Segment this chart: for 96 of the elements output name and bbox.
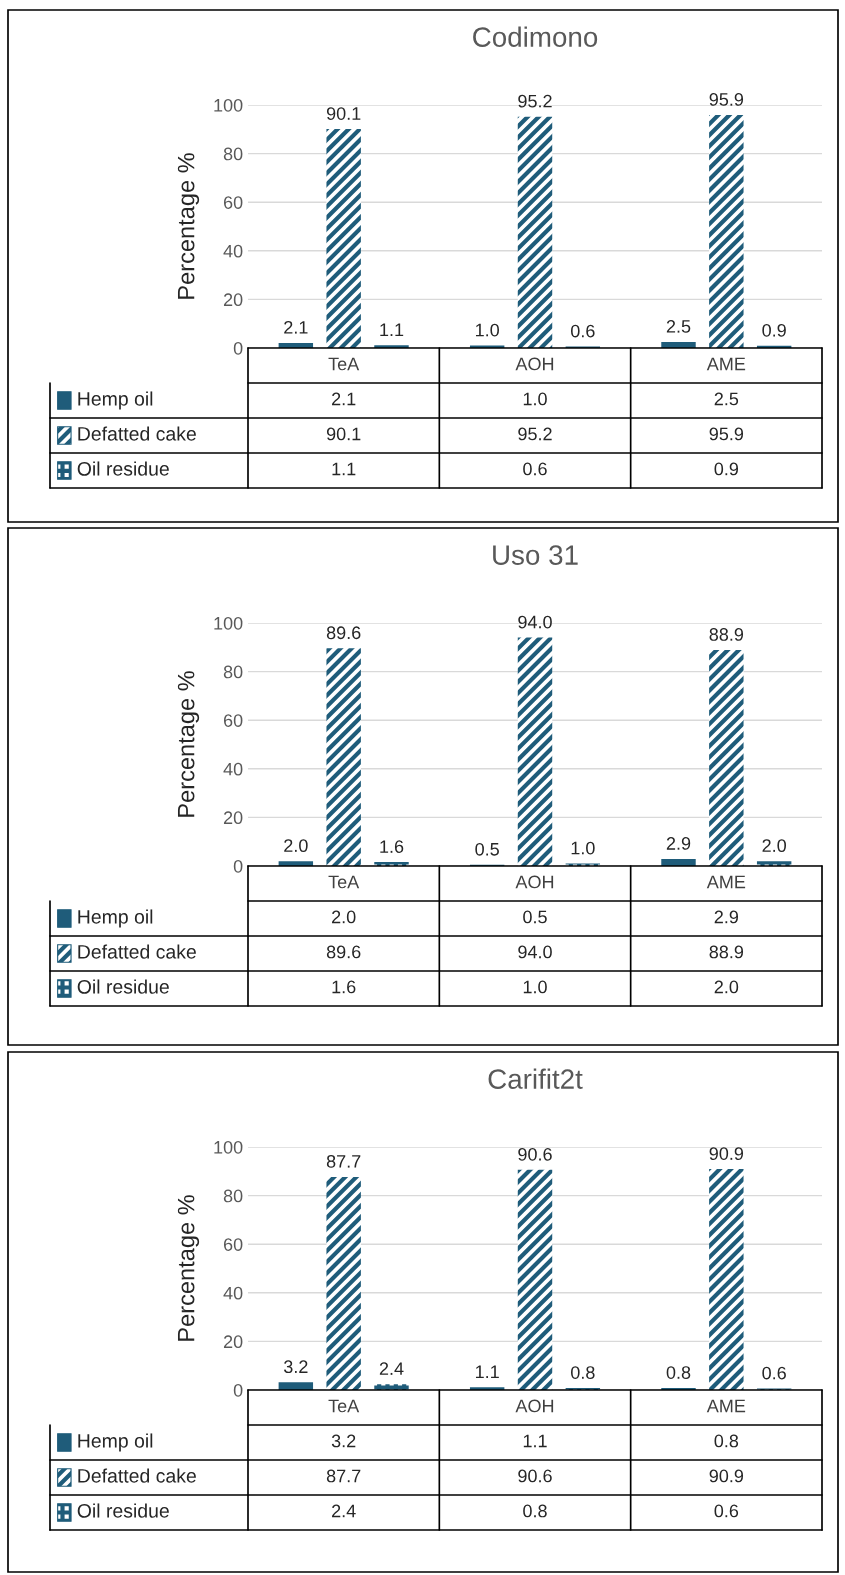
legend-label: Defatted cake — [78, 944, 196, 959]
text: 2.9 — [666, 837, 691, 850]
y-tick-label: 60 — [223, 1238, 243, 1251]
text: 90.1 — [326, 107, 361, 120]
data-label: 2.0 — [332, 910, 356, 924]
legend-label: Hemp oil — [78, 391, 153, 410]
text: 3.2 — [283, 1360, 308, 1374]
data-label: 0.8 — [523, 1504, 547, 1518]
legend-label: Oil residue — [77, 979, 169, 994]
text: 0.9 — [762, 323, 786, 337]
y-tick-label: 100 — [214, 616, 243, 630]
data-label: 2.9 — [714, 910, 739, 924]
text: 95.2 — [518, 94, 552, 108]
text: 88.9 — [709, 628, 744, 641]
legend-label: Defatted cake — [78, 426, 196, 441]
data-label: 88.9 — [709, 945, 744, 959]
chart-title: Codimono — [473, 26, 598, 47]
text: 2.4 — [379, 1362, 404, 1375]
data-label: 2.0 — [714, 980, 739, 994]
data-label: 3.2 — [331, 1434, 356, 1448]
text: 90.9 — [709, 1147, 744, 1160]
data-label: 95.2 — [518, 427, 552, 441]
text: 2.0 — [284, 839, 308, 853]
chart-title: Uso 31 — [493, 545, 578, 565]
x-tick-label: AME — [706, 1399, 746, 1413]
x-tick-label: AOH — [515, 1399, 554, 1413]
y-tick-label: 100 — [214, 98, 243, 112]
text: 1.1 — [380, 323, 404, 337]
y-tick-label: 0 — [233, 1383, 243, 1397]
data-label: 90.1 — [326, 427, 361, 441]
data-label: 95.9 — [709, 427, 744, 441]
x-tick-label: TeA — [328, 357, 360, 371]
y-tick-label: 0 — [233, 859, 243, 873]
text: 0.6 — [762, 1366, 786, 1380]
legend-label: Oil residue — [77, 461, 169, 476]
y-tick-label: 80 — [223, 665, 243, 679]
text: 1.0 — [571, 841, 595, 855]
y-tick-label: 100 — [214, 1140, 243, 1154]
x-tick-label: AME — [706, 875, 746, 889]
legend-label: Defatted cake — [78, 1468, 196, 1483]
data-label: 1.0 — [523, 392, 547, 406]
data-label: 1.6 — [332, 980, 356, 994]
data-label: 0.6 — [523, 462, 547, 476]
x-tick-label: AOH — [515, 875, 554, 889]
text: 89.6 — [326, 626, 361, 640]
data-label: 89.6 — [326, 945, 361, 959]
y-tick-label: 40 — [223, 244, 243, 258]
text: 2.5 — [666, 320, 691, 333]
data-label: 0.8 — [714, 1434, 739, 1448]
y-tick-label: 40 — [223, 1286, 243, 1300]
data-label: 2.1 — [332, 392, 356, 406]
y-tick-label: 40 — [223, 762, 243, 776]
text: 1.6 — [380, 840, 404, 853]
data-label: 0.9 — [714, 462, 739, 476]
text: 95.9 — [709, 93, 744, 106]
data-label: 87.7 — [326, 1469, 361, 1483]
y-tick-label: 20 — [223, 1335, 243, 1349]
y-axis-title: Percentage % — [177, 153, 200, 299]
data-label: 90.9 — [709, 1469, 744, 1483]
data-label: 2.4 — [332, 1504, 356, 1518]
text: 0.8 — [666, 1366, 691, 1379]
data-label: 94.0 — [518, 945, 552, 959]
text: 0.8 — [570, 1366, 595, 1379]
legend-label: Hemp oil — [78, 1433, 153, 1452]
x-tick-label: TeA — [328, 1399, 360, 1413]
legend-label: Hemp oil — [78, 909, 153, 928]
data-label: 1.1 — [523, 1434, 547, 1448]
legend-label: Oil residue — [77, 1503, 169, 1518]
text: 2.0 — [762, 839, 787, 853]
x-tick-label: AOH — [515, 357, 554, 371]
y-tick-label: 20 — [223, 811, 243, 825]
y-axis-title: Percentage % — [177, 671, 200, 817]
text: 0.5 — [475, 842, 499, 856]
x-tick-label: TeA — [328, 875, 360, 889]
chart-title: Carifit2t — [488, 1068, 583, 1089]
data-label: 2.5 — [714, 392, 739, 406]
data-label: 1.1 — [332, 462, 356, 476]
x-tick-label: AME — [706, 357, 746, 371]
y-tick-label: 20 — [223, 293, 243, 307]
y-tick-label: 60 — [223, 714, 243, 727]
data-label: 1.0 — [523, 980, 547, 994]
y-tick-label: 0 — [233, 341, 243, 355]
text: 2.1 — [284, 320, 308, 334]
data-label: 0.5 — [523, 910, 547, 924]
data-label: 90.6 — [518, 1469, 552, 1483]
y-tick-label: 80 — [223, 147, 243, 161]
text: 0.6 — [570, 324, 595, 338]
text: 90.6 — [518, 1147, 552, 1161]
text: 1.1 — [475, 1365, 499, 1379]
text: 87.7 — [326, 1154, 361, 1168]
y-tick-label: 60 — [223, 196, 243, 209]
y-tick-label: 80 — [223, 1189, 243, 1203]
text: 94.0 — [518, 615, 552, 629]
y-axis-title: Percentage % — [177, 1195, 200, 1341]
text: 1.0 — [475, 323, 500, 337]
data-label: 0.6 — [714, 1504, 739, 1518]
